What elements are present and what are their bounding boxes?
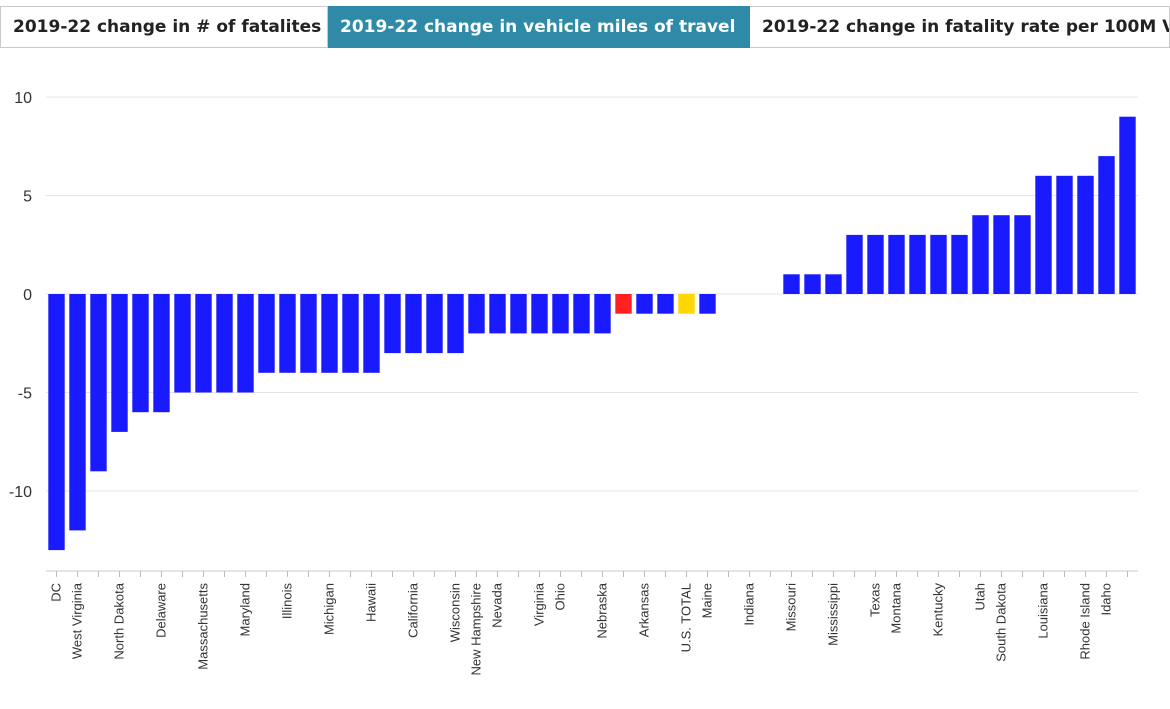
tab-fatalities-change[interactable]: 2019-22 change in # of fatalites [0, 6, 328, 48]
bar[interactable] [237, 294, 254, 393]
x-category-label: Maine [700, 583, 715, 618]
bar[interactable] [1119, 116, 1136, 294]
y-tick-label: 5 [23, 189, 32, 206]
x-category-label: DC [49, 583, 64, 602]
x-category-label: Kentucky [931, 583, 946, 637]
bar[interactable] [216, 294, 233, 393]
x-category-label: Montana [889, 582, 904, 633]
x-category-label: Texas [868, 583, 883, 617]
x-category-label: Massachusetts [196, 583, 211, 670]
bar[interactable] [657, 294, 674, 314]
bar[interactable] [594, 294, 611, 334]
x-category-label: California [406, 582, 421, 638]
bar[interactable] [1077, 175, 1094, 294]
y-tick-label: -10 [9, 484, 32, 501]
bar[interactable] [552, 294, 569, 334]
x-category-label: Hawaii [364, 583, 379, 622]
x-category-label: North Dakota [112, 582, 127, 659]
bar[interactable] [153, 294, 170, 413]
x-category-label: U.S. TOTAL [679, 583, 694, 652]
x-category-label: Virginia [532, 582, 547, 626]
bar[interactable] [888, 234, 905, 294]
bar[interactable] [867, 234, 884, 294]
bar[interactable] [111, 294, 128, 432]
x-category-label: Ohio [553, 583, 568, 610]
x-category-label: Nevada [490, 582, 505, 628]
x-category-label: Illinois [280, 583, 295, 620]
x-category-label: Mississippi [826, 583, 841, 646]
x-category-label: Utah [973, 583, 988, 610]
bar[interactable] [174, 294, 191, 393]
y-tick-label: 10 [14, 90, 32, 107]
bar[interactable] [447, 294, 464, 354]
x-category-label: Missouri [784, 583, 799, 632]
x-category-label: Nebraska [595, 582, 610, 638]
bar[interactable] [1035, 175, 1052, 294]
x-category-label: Louisiana [1036, 582, 1051, 638]
bar[interactable] [846, 234, 863, 294]
tab-bar: 2019-22 change in # of fatalites 2019-22… [0, 6, 1170, 48]
x-category-label: New Hampshire [469, 583, 484, 675]
x-category-label: Delaware [154, 583, 169, 638]
bar[interactable] [1056, 175, 1073, 294]
bar[interactable] [615, 294, 632, 314]
bar[interactable] [300, 294, 317, 373]
bar[interactable] [195, 294, 212, 393]
x-category-label: Wisconsin [448, 583, 463, 642]
bar[interactable] [783, 274, 800, 294]
x-category-label: Idaho [1099, 583, 1114, 616]
bar[interactable] [342, 294, 359, 373]
x-category-label: Indiana [742, 582, 757, 625]
tab-fatality-rate-change[interactable]: 2019-22 change in fatality rate per 100M… [750, 6, 1170, 48]
x-category-label: Maryland [238, 583, 253, 636]
bar[interactable] [426, 294, 443, 354]
bar[interactable] [90, 294, 107, 472]
x-category-label: Michigan [322, 583, 337, 635]
bar[interactable] [678, 294, 695, 314]
bar[interactable] [1098, 156, 1115, 294]
bar[interactable] [825, 274, 842, 294]
bar[interactable] [909, 234, 926, 294]
bar[interactable] [699, 294, 716, 314]
x-category-label: South Dakota [994, 582, 1009, 662]
bar[interactable] [48, 294, 65, 551]
x-category-label: Rhode Island [1078, 583, 1093, 660]
bar[interactable] [804, 274, 821, 294]
bar[interactable] [510, 294, 527, 334]
bar[interactable] [1014, 215, 1031, 294]
bar[interactable] [384, 294, 401, 354]
bar[interactable] [132, 294, 149, 413]
y-tick-label: -5 [18, 386, 32, 403]
bar[interactable] [258, 294, 275, 373]
bar[interactable] [69, 294, 86, 531]
bar[interactable] [468, 294, 485, 334]
tab-vmt-change[interactable]: 2019-22 change in vehicle miles of trave… [328, 6, 750, 48]
bar[interactable] [573, 294, 590, 334]
x-category-label: West Virginia [70, 582, 85, 659]
bar[interactable] [972, 215, 989, 294]
bar[interactable] [321, 294, 338, 373]
bar[interactable] [405, 294, 422, 354]
bar[interactable] [363, 294, 380, 373]
y-tick-label: 0 [23, 287, 32, 304]
x-category-label: Arkansas [637, 583, 652, 638]
bar[interactable] [930, 234, 947, 294]
bar[interactable] [636, 294, 653, 314]
bar[interactable] [279, 294, 296, 373]
bar[interactable] [993, 215, 1010, 294]
bar[interactable] [951, 234, 968, 294]
bar[interactable] [489, 294, 506, 334]
bar[interactable] [531, 294, 548, 334]
